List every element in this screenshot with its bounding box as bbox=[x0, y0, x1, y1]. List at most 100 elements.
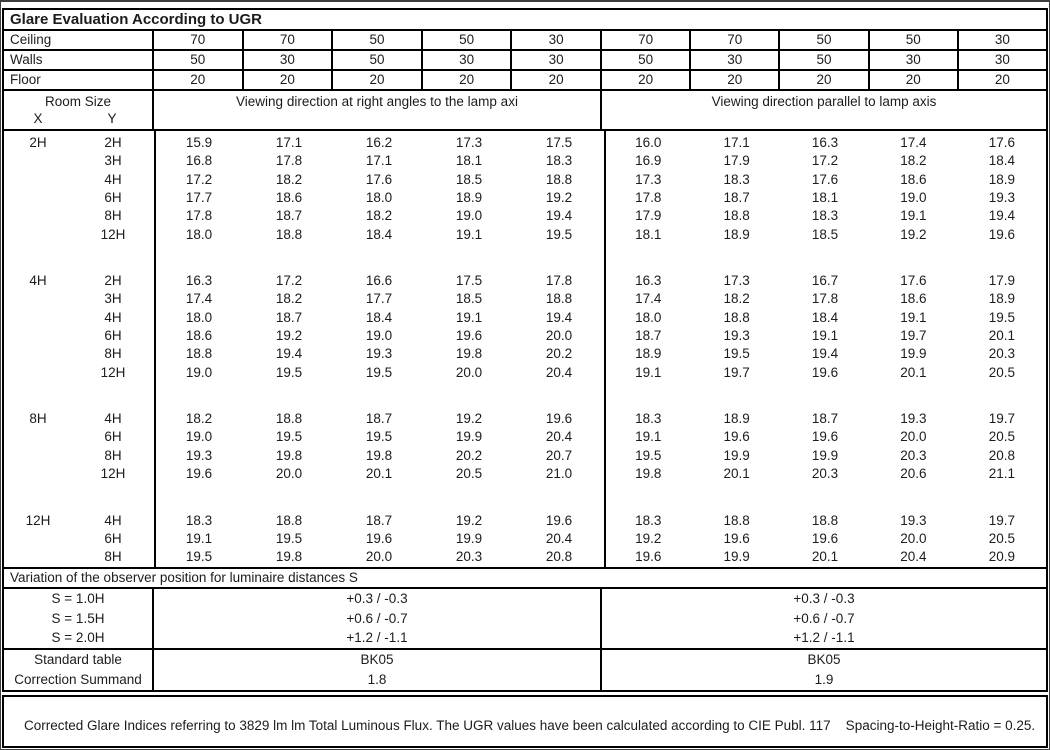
ugr-value: 20.0 bbox=[900, 530, 927, 546]
footer-note: Corrected Glare Indices referring to 382… bbox=[2, 694, 1048, 748]
ugr-value: 18.6 bbox=[275, 190, 303, 206]
reflectance-value: 20 bbox=[956, 71, 1046, 89]
y-value: 8H bbox=[104, 346, 122, 362]
variation-left-value: +1.2 / -1.1 bbox=[154, 628, 602, 648]
ugr-value: 17.8 bbox=[545, 273, 573, 289]
footer-text: Corrected Glare Indices referring to 382… bbox=[24, 717, 1036, 733]
ugr-value: 18.1 bbox=[811, 190, 839, 206]
variation-heading-row: Variation of the observer position for l… bbox=[4, 569, 1046, 589]
ugr-value: 19.7 bbox=[723, 364, 750, 380]
ugr-value: 19.8 bbox=[365, 447, 393, 463]
observer-variation-rows: S = 1.0H +0.3 / -0.3 +0.3 / -0.3 S = 1.5H +0… bbox=[4, 589, 1046, 650]
ugr-value: 19.6 bbox=[723, 429, 750, 445]
ugr-value: 19.5 bbox=[545, 226, 573, 242]
left-ugr-values: 16.3 17.2 16.6 17.5 17.8 bbox=[154, 272, 604, 290]
ugr-value: 19.6 bbox=[811, 429, 839, 445]
left-ugr-values: 17.8 18.7 18.2 19.0 19.4 bbox=[154, 207, 604, 225]
reflectance-value: 30 bbox=[956, 31, 1046, 49]
ugr-value: 18.3 bbox=[811, 208, 839, 224]
left-ugr-values: 19.0 19.5 19.5 20.0 20.4 bbox=[154, 364, 604, 382]
ugr-value: 20.4 bbox=[900, 549, 927, 565]
x-column-header: X bbox=[33, 111, 43, 126]
y-value: 12H bbox=[100, 226, 126, 242]
ugr-value: 19.9 bbox=[811, 447, 839, 463]
ugr-value: 18.8 bbox=[723, 309, 750, 325]
reflectance-value: 50 bbox=[638, 52, 654, 67]
reflectance-value: 30 bbox=[241, 51, 332, 69]
row-label: 3H bbox=[4, 152, 154, 170]
ugr-value: 18.9 bbox=[635, 346, 662, 362]
right-ugr-values: 16.9 17.9 17.2 18.2 18.4 bbox=[604, 152, 1046, 170]
reflectance-value: 20 bbox=[689, 71, 778, 89]
ugr-value: 19.5 bbox=[275, 530, 303, 546]
ugr-value: 19.2 bbox=[455, 411, 483, 427]
right-ugr-values: 18.3 18.8 18.8 19.3 19.7 bbox=[604, 512, 1046, 530]
ugr-value: 17.7 bbox=[185, 190, 213, 206]
variation-row-item: S = 1.5H +0.6 / -0.7 +0.6 / -0.7 bbox=[4, 608, 1046, 629]
ugr-value: 19.5 bbox=[275, 429, 303, 445]
ugr-value: 18.9 bbox=[723, 411, 750, 427]
ugr-value: 18.3 bbox=[185, 512, 213, 528]
reflectance-value: 30 bbox=[510, 31, 600, 49]
left-ugr-values: 18.0 18.7 18.4 19.1 19.4 bbox=[154, 309, 604, 327]
room-size-section: 12H 4H 18.3 18.8 18.7 19.2 19.6 18.3 18.8 18.8 19.… bbox=[4, 512, 1046, 567]
y-value: 4H bbox=[104, 171, 122, 187]
ugr-value: 18.3 bbox=[545, 153, 573, 169]
ugr-value: 18.8 bbox=[275, 226, 303, 242]
y-value: 2H bbox=[104, 135, 122, 150]
ugr-value: 18.3 bbox=[635, 411, 662, 427]
row-label: 3H bbox=[4, 290, 154, 308]
summary-label: Correction Summand bbox=[4, 669, 154, 690]
reflectance-value: 70 bbox=[638, 32, 654, 47]
ugr-value: 18.7 bbox=[811, 411, 839, 427]
reflectance-value: 20 bbox=[331, 71, 421, 89]
variation-heading: Variation of the observer position for l… bbox=[10, 570, 358, 585]
right-ugr-values: 17.8 18.7 18.1 19.0 19.3 bbox=[604, 189, 1046, 207]
ugr-value: 20.3 bbox=[455, 549, 483, 565]
ugr-value: 17.7 bbox=[365, 291, 393, 307]
ugr-value: 19.2 bbox=[900, 226, 927, 242]
y-value: 6H bbox=[104, 190, 122, 206]
ugr-value: 19.1 bbox=[635, 364, 662, 380]
left-ugr-values: 19.6 20.0 20.1 20.5 21.0 bbox=[154, 465, 604, 483]
ugr-value: 17.8 bbox=[811, 291, 839, 307]
ugr-value: 17.9 bbox=[635, 208, 662, 224]
ugr-value: 18.8 bbox=[185, 346, 213, 362]
ugr-value: 17.4 bbox=[900, 135, 927, 150]
row-label: 8H bbox=[4, 548, 154, 566]
right-values: 20 20 20 20 20 bbox=[602, 71, 1046, 89]
ugr-value: 20.0 bbox=[545, 328, 573, 344]
reflectance-row: Ceiling 70 70 50 50 30 70 70 50 50 30 bbox=[4, 31, 1046, 51]
row-label: 12H bbox=[4, 364, 154, 382]
left-ugr-values: 19.1 19.5 19.6 19.9 20.4 bbox=[154, 530, 604, 548]
ugr-value: 19.2 bbox=[275, 328, 303, 344]
table-row: 4H 2H 16.3 17.2 16.6 17.5 17.8 16.3 17.3 16.7 17.6… bbox=[4, 272, 1046, 290]
ugr-value: 20.2 bbox=[455, 447, 483, 463]
ugr-value: 19.1 bbox=[900, 309, 927, 325]
label-column-divider bbox=[154, 131, 156, 567]
y-value: 4H bbox=[104, 411, 122, 427]
table-row: 6H 19.0 19.5 19.5 19.9 20.4 19.1 19.6 19.6 20.0 20… bbox=[4, 428, 1046, 446]
ugr-value: 19.3 bbox=[365, 346, 393, 362]
reflectance-value: 50 bbox=[778, 31, 867, 49]
row-label: 6H bbox=[4, 530, 154, 548]
x-value bbox=[4, 290, 72, 308]
ugr-value: 20.8 bbox=[988, 447, 1015, 463]
y-value: 6H bbox=[104, 429, 122, 445]
ugr-value: 19.5 bbox=[185, 549, 213, 565]
ugr-value: 16.3 bbox=[185, 273, 213, 289]
ugr-value: 16.6 bbox=[365, 273, 393, 289]
ugr-value: 19.2 bbox=[635, 530, 662, 546]
ugr-value: 18.4 bbox=[988, 153, 1015, 169]
left-values: 70 70 50 50 30 bbox=[154, 31, 602, 49]
row-label: 4H bbox=[4, 171, 154, 189]
ugr-value: 20.1 bbox=[365, 466, 393, 482]
ugr-value: 19.5 bbox=[988, 309, 1015, 325]
x-value: 2H bbox=[29, 135, 47, 150]
right-ugr-values: 19.2 19.6 19.6 20.0 20.5 bbox=[604, 530, 1046, 548]
x-value bbox=[4, 189, 72, 207]
ugr-value: 18.9 bbox=[988, 171, 1015, 187]
ugr-value: 19.9 bbox=[723, 549, 750, 565]
left-ugr-values: 17.2 18.2 17.6 18.5 18.8 bbox=[154, 171, 604, 189]
row-label: 8H bbox=[4, 207, 154, 225]
